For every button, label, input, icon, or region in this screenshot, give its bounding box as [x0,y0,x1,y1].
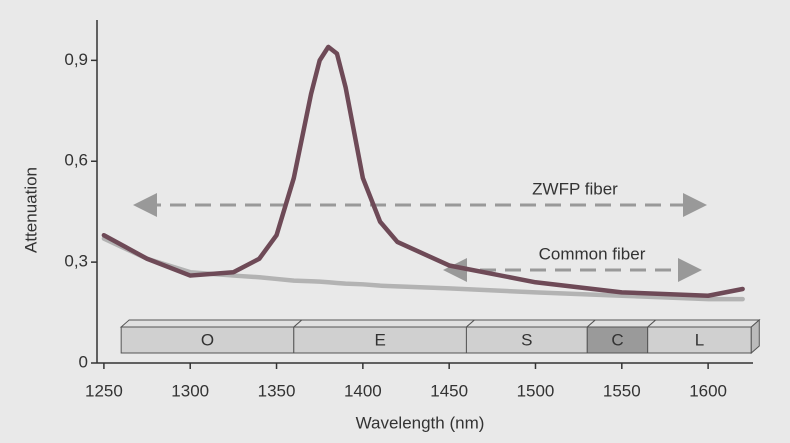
band-label: S [521,330,532,349]
y-tick-label: 0,6 [64,151,88,170]
band-top [465,319,597,328]
y-tick-label: 0 [79,352,88,371]
band-top [585,319,658,328]
band-top [119,319,304,328]
series-label: Common fiber [539,244,646,263]
band-top [292,319,476,328]
x-tick-label: 1500 [517,381,555,400]
band-label: E [374,330,385,349]
x-tick-label: 1350 [258,381,296,400]
x-tick-label: 1400 [344,381,382,400]
x-axis-label: Wavelength (nm) [356,413,485,432]
band-label: O [201,330,214,349]
band-label: C [611,330,623,349]
x-tick-label: 1300 [171,381,209,400]
x-tick-label: 1450 [430,381,468,400]
band [120,326,295,354]
x-tick-label: 1250 [85,381,123,400]
x-tick-label: 1600 [689,381,727,400]
y-tick-label: 0,9 [64,50,88,69]
y-axis-label: Attenuation [21,167,40,253]
line-1 [101,236,745,302]
band [465,326,588,354]
band-top [646,319,761,328]
series-label: ZWFP fiber [532,179,618,198]
band-label: L [695,330,704,349]
x-tick-label: 1550 [603,381,641,400]
line-0 [101,44,745,298]
band-side [750,318,760,355]
y-tick-label: 0,3 [64,252,88,271]
